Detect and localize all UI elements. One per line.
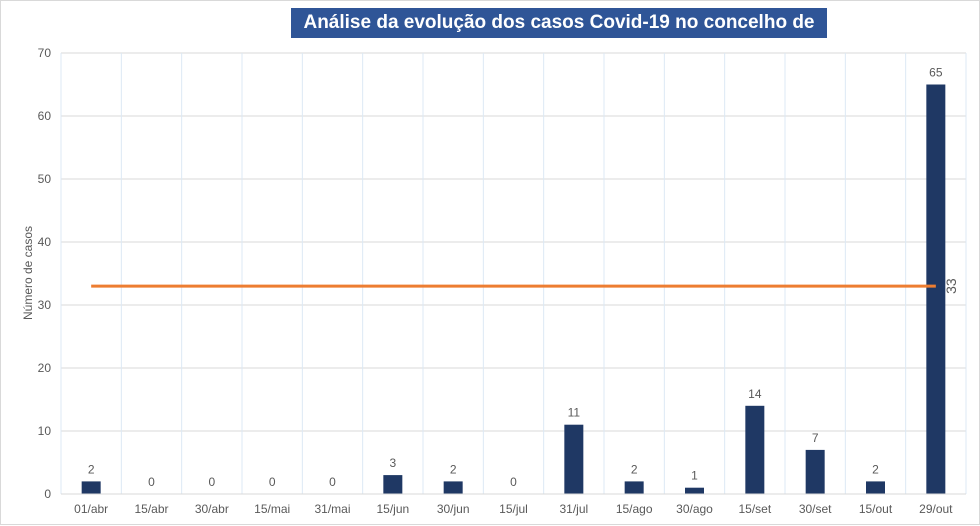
bar bbox=[805, 449, 825, 494]
data-label: 2 bbox=[872, 462, 879, 476]
data-label: 0 bbox=[269, 475, 276, 489]
y-axis-label: Número de casos bbox=[21, 226, 35, 320]
data-label: 0 bbox=[510, 475, 517, 489]
bar bbox=[383, 475, 403, 494]
bar bbox=[443, 481, 463, 494]
x-tick-label: 29/out bbox=[919, 502, 953, 516]
y-tick-label: 60 bbox=[38, 109, 52, 123]
x-tick-label: 15/jul bbox=[499, 502, 528, 516]
y-tick-label: 10 bbox=[38, 424, 52, 438]
data-label: 3 bbox=[389, 456, 396, 470]
data-label: 14 bbox=[748, 387, 762, 401]
data-label: 65 bbox=[929, 66, 943, 80]
x-tick-label: 30/abr bbox=[195, 502, 229, 516]
data-label: 2 bbox=[88, 462, 95, 476]
x-tick-label: 15/mai bbox=[254, 502, 290, 516]
data-label: 11 bbox=[568, 406, 581, 420]
x-tick-label: 31/mai bbox=[314, 502, 350, 516]
data-label: 2 bbox=[631, 462, 638, 476]
y-tick-label: 0 bbox=[44, 487, 51, 501]
x-tick-label: 30/jun bbox=[437, 502, 470, 516]
x-tick-label: 15/abr bbox=[134, 502, 168, 516]
data-label: 0 bbox=[148, 475, 155, 489]
x-tick-label: 15/jun bbox=[376, 502, 409, 516]
data-label: 0 bbox=[208, 475, 215, 489]
x-tick-label: 30/set bbox=[799, 502, 832, 516]
bar bbox=[81, 481, 101, 494]
chart-title: Análise da evolução dos casos Covid-19 n… bbox=[291, 8, 827, 63]
y-tick-label: 30 bbox=[38, 298, 52, 312]
data-label: 0 bbox=[329, 475, 336, 489]
x-tick-label: 30/ago bbox=[676, 502, 713, 516]
reference-line-label: 33 bbox=[943, 278, 959, 294]
x-tick-label: 15/ago bbox=[616, 502, 653, 516]
x-tick-label: 15/set bbox=[738, 502, 771, 516]
bar bbox=[866, 481, 885, 494]
bar bbox=[926, 84, 946, 494]
y-tick-label: 70 bbox=[38, 46, 52, 60]
x-tick-label: 31/jul bbox=[559, 502, 588, 516]
bar bbox=[685, 487, 704, 494]
bar bbox=[564, 424, 584, 494]
y-tick-label: 40 bbox=[38, 235, 52, 249]
y-tick-label: 50 bbox=[38, 172, 52, 186]
bar bbox=[624, 481, 644, 494]
data-label: 7 bbox=[812, 431, 819, 445]
y-tick-label: 20 bbox=[38, 361, 52, 375]
data-label: 1 bbox=[691, 469, 698, 483]
x-tick-label: 01/abr bbox=[74, 502, 108, 516]
bar bbox=[745, 405, 765, 494]
x-tick-label: 15/out bbox=[859, 502, 893, 516]
data-label: 2 bbox=[450, 462, 457, 476]
